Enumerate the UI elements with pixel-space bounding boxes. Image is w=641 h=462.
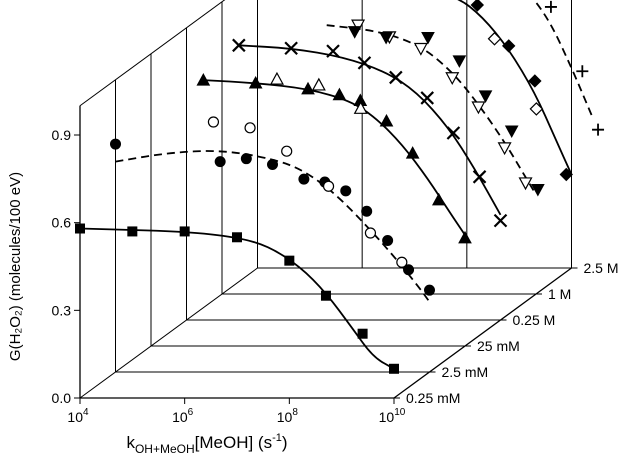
- z-tick-label: 25 mM: [477, 338, 520, 354]
- data-point: [322, 180, 335, 192]
- data-point: [544, 0, 557, 13]
- data-point: [340, 185, 352, 197]
- depth-axis: [393, 267, 572, 399]
- data-point: [497, 142, 512, 156]
- wall-bottom-edge: [79, 267, 258, 399]
- data-point: [592, 123, 605, 136]
- data-point: [379, 31, 393, 45]
- data-point: [240, 153, 252, 165]
- fit-line: [115, 150, 431, 303]
- z-tick-label: 0.25 M: [513, 312, 556, 328]
- x-tick-label: 104: [67, 407, 89, 425]
- data-point: [403, 264, 415, 276]
- data-point: [232, 38, 246, 53]
- data-point: [424, 284, 435, 296]
- data-point: [405, 146, 420, 159]
- data-point: [501, 39, 516, 53]
- data-point: [196, 73, 211, 86]
- data-point: [470, 0, 485, 12]
- data-point: [389, 70, 403, 85]
- data-point: [576, 65, 589, 78]
- fit-line: [238, 44, 502, 216]
- y-tick-label: 0.0: [52, 390, 72, 406]
- data-point: [487, 31, 502, 46]
- data-point: [244, 122, 256, 134]
- z-tick-label: 1 M: [548, 286, 571, 302]
- data-point: [478, 90, 493, 103]
- chart-frame: [74, 0, 578, 404]
- data-point: [472, 170, 487, 184]
- data-point: [364, 227, 377, 239]
- x-tick-label: 106: [172, 407, 194, 425]
- data-point: [351, 19, 366, 33]
- data-point: [320, 290, 331, 301]
- data-point: [248, 75, 263, 89]
- data-point: [284, 255, 295, 266]
- data-point: [382, 235, 394, 246]
- wall-top-edge: [79, 0, 226, 107]
- z-tick-label: 2.5 M: [584, 260, 619, 276]
- fit-line: [457, 0, 573, 175]
- x-axis-title: kOH+MeOH[MeOH] (s-1): [126, 432, 287, 456]
- data-point: [75, 223, 85, 234]
- data-point: [232, 232, 242, 243]
- data-point: [431, 192, 446, 206]
- data-point: [452, 55, 467, 68]
- data-point: [458, 230, 472, 244]
- data-point: [301, 81, 315, 95]
- data-point: [389, 363, 399, 374]
- y-tick-label: 0.9: [52, 127, 72, 143]
- x-tick-label: 108: [277, 407, 299, 425]
- data-point: [179, 226, 190, 237]
- y-tick-label: 0.3: [52, 302, 72, 318]
- data-point: [446, 126, 461, 140]
- data-point: [353, 101, 368, 114]
- fit-line: [79, 227, 395, 370]
- data-point: [357, 328, 368, 339]
- data-point: [559, 167, 573, 182]
- data-point: [214, 156, 226, 168]
- data-point: [504, 125, 519, 139]
- data-point: [298, 173, 310, 185]
- data-point: [531, 183, 545, 197]
- data-point: [326, 44, 340, 58]
- z-tick-label: 0.25 mM: [406, 390, 460, 406]
- data-point: [332, 87, 347, 101]
- data-point: [420, 91, 435, 105]
- data-point: [127, 226, 138, 237]
- data-point: [110, 138, 121, 150]
- data-point: [269, 71, 284, 85]
- data-point: [518, 177, 533, 191]
- data-point: [413, 42, 428, 56]
- data-point: [207, 116, 220, 128]
- data-point: [357, 56, 372, 70]
- data-point: [471, 101, 486, 115]
- x-tick-label: 1010: [379, 407, 406, 425]
- y-tick-label: 0.6: [52, 215, 72, 231]
- data-point: [311, 77, 326, 91]
- data-point: [445, 72, 460, 86]
- data-point: [528, 74, 542, 88]
- data-point: [267, 159, 278, 171]
- y-axis-title: G(H₂O₂) (molecules/100 eV): [7, 172, 24, 361]
- data-point: [421, 31, 435, 45]
- data-point: [529, 102, 544, 116]
- data-point: [284, 41, 298, 56]
- fit-line: [532, 0, 594, 119]
- data-point: [347, 26, 362, 39]
- z-tick-label: 2.5 mM: [442, 364, 489, 380]
- chart-series: [75, 0, 605, 374]
- data-point: [361, 205, 373, 217]
- data-point: [281, 145, 293, 157]
- data-point: [379, 113, 394, 127]
- data-point: [493, 213, 508, 228]
- data-point: [396, 256, 408, 268]
